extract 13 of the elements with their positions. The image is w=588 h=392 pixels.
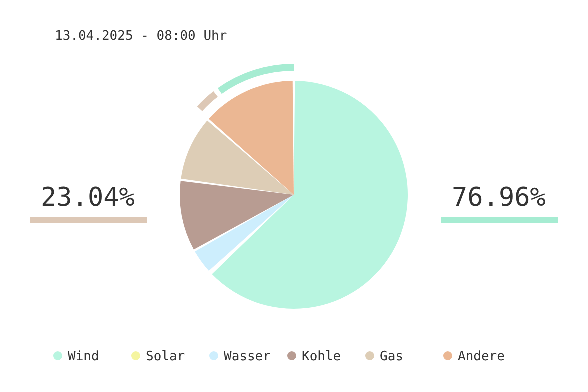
legend-label: Kohle [302, 350, 342, 364]
pie-slice [208, 81, 294, 195]
legend-label: Gas [380, 350, 404, 364]
pie-slice [180, 181, 294, 250]
chart-title: 13.04.2025 - 08:00 Uhr [55, 29, 228, 44]
legend-label: Solar [146, 350, 186, 364]
text: 76.96% [452, 183, 546, 213]
legend-label: Wind [68, 350, 100, 364]
text: 23.04% [41, 183, 136, 213]
pie-slice [195, 195, 294, 272]
pie-slice [181, 120, 294, 195]
legend-label: Wasser [224, 350, 272, 364]
legend-label: Andere [458, 350, 506, 364]
